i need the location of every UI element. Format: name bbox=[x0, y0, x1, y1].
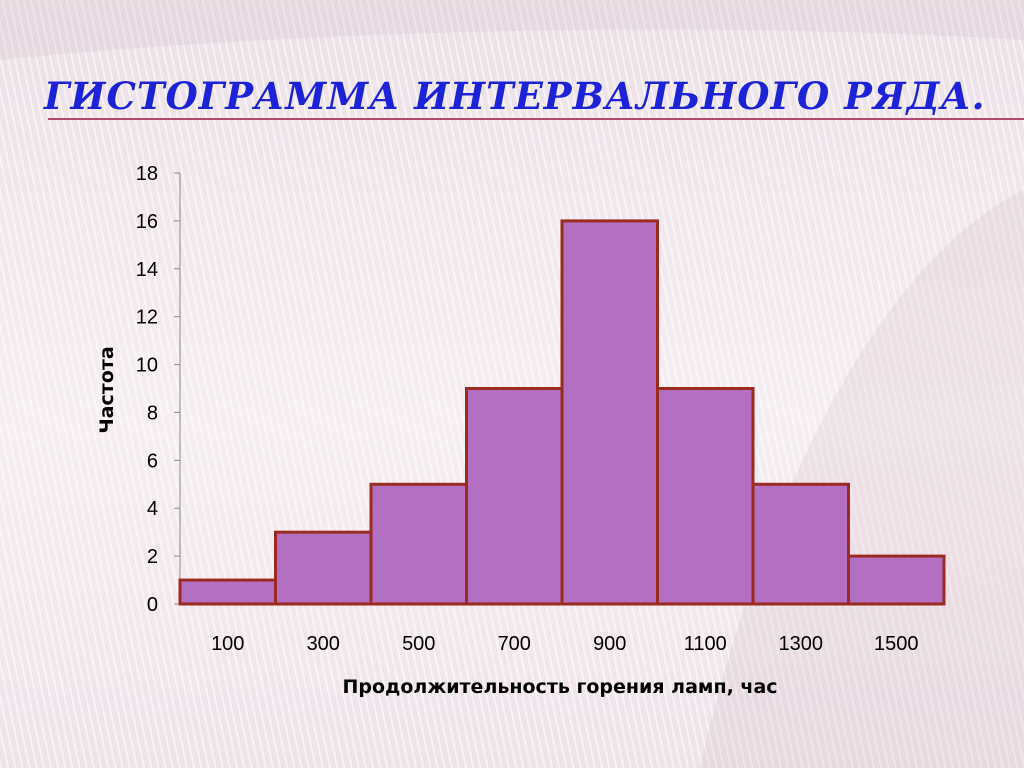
x-tick-label: 300 bbox=[307, 633, 340, 655]
y-tick-label: 2 bbox=[147, 546, 158, 568]
y-tick-label: 0 bbox=[147, 594, 158, 616]
histogram-bar bbox=[656, 387, 755, 606]
histogram-bar bbox=[178, 578, 277, 606]
y-tick-label: 6 bbox=[147, 450, 158, 472]
histogram-bar bbox=[465, 387, 564, 606]
x-tick-label: 1100 bbox=[684, 633, 727, 655]
y-tick-label: 12 bbox=[136, 307, 158, 329]
histogram-bar bbox=[560, 219, 659, 606]
x-tick-label: 100 bbox=[211, 633, 244, 655]
histogram-bar bbox=[847, 554, 946, 606]
x-tick-label: 1500 bbox=[874, 633, 919, 655]
y-tick-label: 16 bbox=[136, 211, 158, 233]
slide-title: ГИСТОГРАММА ИНТЕРВАЛЬНОГО РЯДА. bbox=[44, 74, 986, 118]
x-tick-label: 500 bbox=[402, 633, 435, 655]
y-tick-label: 14 bbox=[136, 259, 158, 281]
x-tick-label: 900 bbox=[593, 633, 626, 655]
y-tick-label: 4 bbox=[147, 498, 158, 520]
y-axis-title: Частота bbox=[96, 346, 118, 433]
title-underline bbox=[48, 118, 1024, 120]
y-tick-label: 18 bbox=[136, 163, 158, 185]
y-tick-label: 8 bbox=[147, 402, 158, 424]
histogram-bar bbox=[274, 530, 373, 606]
histogram-bar bbox=[369, 482, 468, 606]
x-tick-label: 700 bbox=[498, 633, 531, 655]
y-tick-label: 10 bbox=[136, 355, 158, 377]
histogram-bar bbox=[751, 482, 850, 606]
x-tick-label: 1300 bbox=[779, 633, 824, 655]
x-axis-title: Продолжительность горения ламп, час bbox=[342, 676, 777, 698]
